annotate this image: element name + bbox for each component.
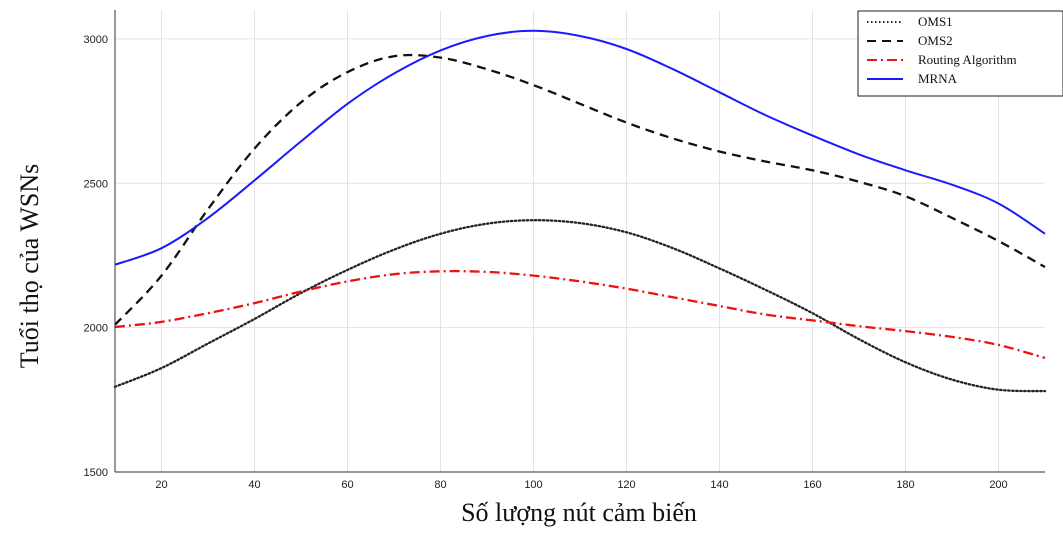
x-tick-label: 140: [710, 479, 728, 491]
legend-label: OMS1: [918, 14, 953, 29]
series-line-routing-algorithm: [114, 269, 1046, 360]
y-tick-label: 2500: [84, 178, 108, 190]
legend-box: [857, 10, 1063, 97]
legend-label: OMS2: [918, 33, 953, 48]
axes: [114, 10, 1045, 473]
x-tick-label: 200: [989, 479, 1007, 491]
x-tick-label: 100: [524, 479, 542, 491]
x-axis-title: Số lượng nút cảm biến: [461, 498, 697, 527]
series-line-mrna: [114, 29, 1046, 266]
x-tick-label: 40: [248, 479, 260, 491]
x-tick-labels: 20 40 60 80 100 120 140 160 180 200: [155, 479, 1007, 491]
series-lines: [113, 29, 1047, 393]
x-tick-label: 60: [341, 479, 353, 491]
x-tick-label: 20: [155, 479, 167, 491]
legend: OMS1 OMS2 Routing Algorithm MRNA: [857, 10, 1063, 97]
y-tick-label: 3000: [84, 34, 108, 46]
y-axis-title: Tuổi thọ của WSNs: [15, 164, 44, 368]
y-tick-labels: 1500 2000 2500 3000: [84, 34, 108, 479]
series-line-oms2: [114, 53, 1046, 326]
x-tick-label: 160: [803, 479, 821, 491]
legend-label: Routing Algorithm: [918, 52, 1017, 67]
y-tick-label: 2000: [84, 323, 108, 335]
series-line-oms1: [113, 219, 1047, 393]
x-tick-label: 120: [617, 479, 635, 491]
y-tick-label: 1500: [84, 467, 108, 479]
x-tick-label: 180: [896, 479, 914, 491]
x-tick-label: 80: [434, 479, 446, 491]
legend-label: MRNA: [918, 71, 958, 86]
